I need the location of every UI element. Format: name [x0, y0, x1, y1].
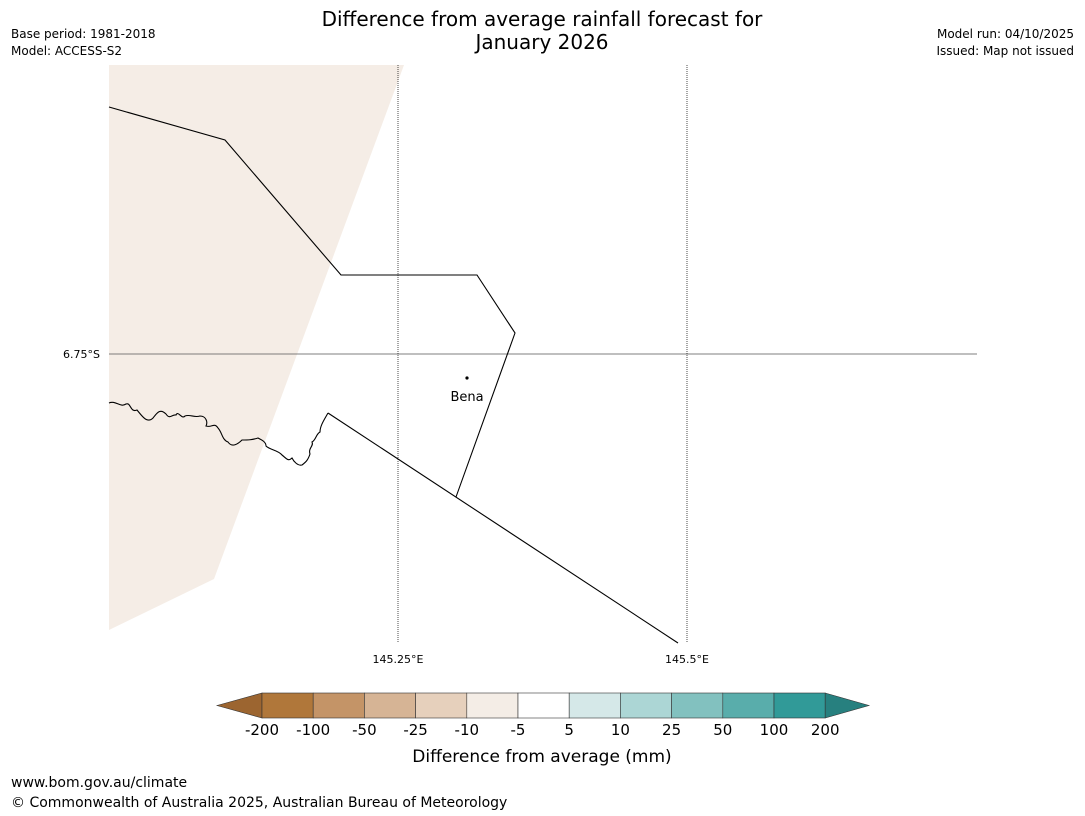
legend-swatch: [722, 692, 775, 719]
legend-swatch: [620, 692, 672, 719]
longitude-label-1: 145.25°E: [373, 653, 424, 666]
legend-swatch-below-min: [215, 692, 263, 719]
legend-swatch: [364, 692, 416, 719]
legend-tick-label: -10: [455, 721, 480, 739]
legend-swatch: [312, 692, 365, 719]
title-line-2: January 2026: [475, 30, 609, 54]
legend-swatch-above-max: [824, 692, 871, 719]
district-boundary-south: [327, 412, 679, 644]
river-boundary: [108, 401, 329, 466]
base-period: Base period: 1981-2018: [11, 27, 156, 41]
legend-tick-labels: -200 -100 -50 -25 -10 -5 5 10 25 50 100 200: [245, 721, 840, 739]
legend-tick-label: 100: [760, 721, 789, 739]
legend-swatch: [517, 692, 570, 719]
legend-tick-label: -5: [511, 721, 526, 739]
model-run: Model run: 04/10/2025: [936, 27, 1074, 41]
place-marker-bena: [465, 376, 469, 380]
legend-swatch: [568, 692, 621, 719]
legend-tick-label: 200: [811, 721, 840, 739]
legend-tick-label: -25: [403, 721, 428, 739]
latitude-label: 6.75°S: [63, 348, 100, 361]
legend-title: Difference from average (mm): [412, 747, 671, 767]
place-label-bena: Bena: [450, 390, 483, 405]
map-title: Difference from average rainfall forecas…: [292, 8, 792, 54]
legend-tick-label: 5: [564, 721, 574, 739]
legend-tick-label: -50: [352, 721, 377, 739]
title-line-1: Difference from average rainfall forecas…: [321, 7, 763, 31]
map-area: Bena 6.75°S 145.25°E 145.5°E: [63, 65, 977, 666]
legend-swatch: [261, 692, 314, 719]
legend-tick-label: 25: [662, 721, 681, 739]
legend-tick-label: -100: [296, 721, 330, 739]
legend-swatches: [215, 692, 871, 719]
legend-tick-label: 10: [611, 721, 630, 739]
longitude-label-2: 145.5°E: [665, 653, 709, 666]
legend-tick-label: -200: [245, 721, 279, 739]
meta-left: Base period: 1981-2018 Model: ACCESS-S2: [11, 26, 156, 60]
legend-swatch: [671, 692, 724, 719]
legend-swatch: [773, 692, 826, 719]
district-boundary-north: [108, 106, 516, 498]
color-legend: -200 -100 -50 -25 -10 -5 5 10 25 50 100 200 Differe…: [215, 692, 871, 767]
legend-swatch: [466, 692, 519, 719]
issued-status: Issued: Map not issued: [936, 44, 1074, 58]
footer-copyright: © Commonwealth of Australia 2025, Austra…: [11, 795, 508, 811]
legend-tick-label: 50: [713, 721, 732, 739]
model-name: Model: ACCESS-S2: [11, 44, 123, 58]
meta-right: Model run: 04/10/2025 Issued: Map not is…: [936, 26, 1074, 60]
legend-swatch: [415, 692, 468, 719]
footer-url[interactable]: www.bom.gov.au/climate: [11, 775, 188, 791]
forecast-shaded-region: [109, 65, 404, 630]
